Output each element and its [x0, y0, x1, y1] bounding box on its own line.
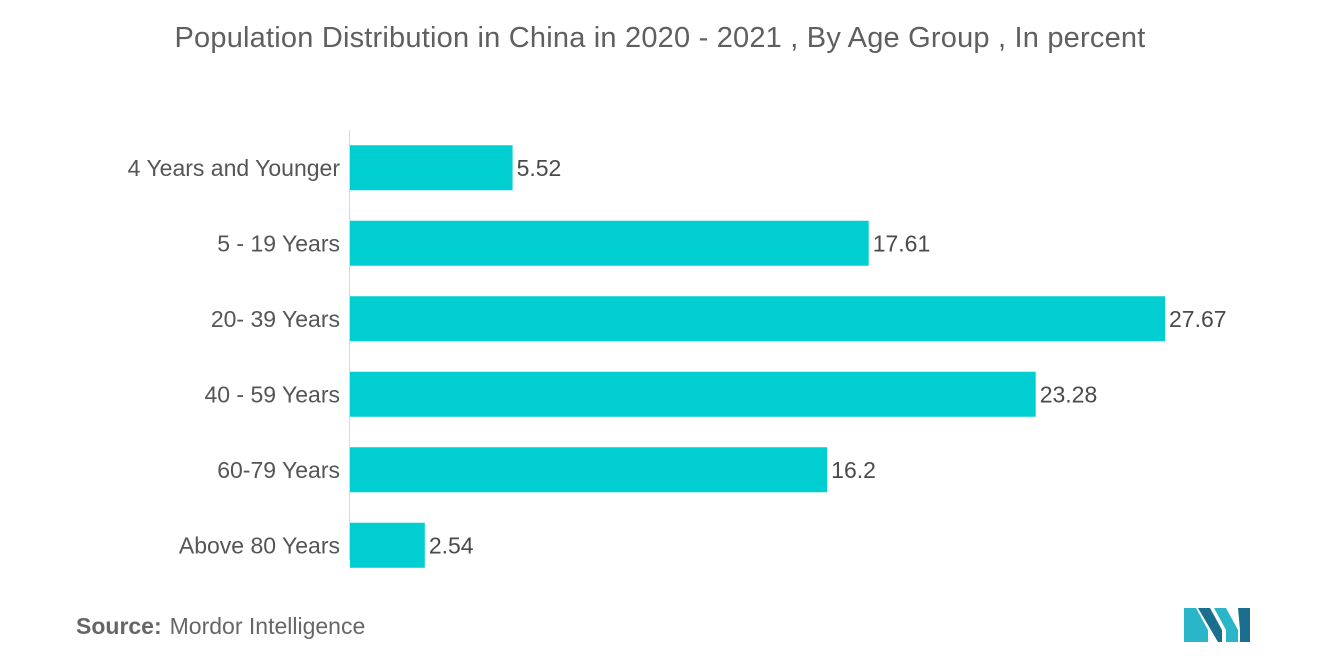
bar-2 — [350, 296, 1165, 342]
value-label: 16.2 — [831, 457, 876, 483]
bar-5 — [350, 522, 425, 568]
bar-3 — [350, 371, 1036, 417]
bars-layer: 4 Years and Younger 5.52 5 - 19 Years 17.61… — [128, 145, 1227, 568]
mordor-intelligence-logo — [1184, 608, 1250, 642]
bar-1 — [350, 220, 869, 266]
value-label: 2.54 — [429, 532, 474, 558]
category-label: 40 - 59 Years — [204, 381, 340, 407]
bar-4 — [350, 447, 828, 493]
source-label: Source: — [76, 613, 162, 639]
chart-title: Population Distribution in China in 2020… — [174, 22, 1146, 54]
value-label: 5.52 — [517, 155, 562, 181]
source-note: Source: Mordor Intelligence — [76, 613, 365, 640]
value-label: 27.67 — [1169, 306, 1227, 332]
bar-chart: 4 Years and Younger 5.52 5 - 19 Years 17.61… — [128, 130, 1227, 568]
bar-0 — [350, 145, 513, 191]
value-label: 17.61 — [873, 230, 931, 256]
source-text: Mordor Intelligence — [169, 613, 366, 639]
category-label: 60-79 Years — [217, 457, 340, 483]
category-label: 20- 39 Years — [211, 306, 340, 332]
value-label: 23.28 — [1040, 381, 1098, 407]
category-label: Above 80 Years — [179, 532, 340, 558]
category-label: 5 - 19 Years — [217, 230, 340, 256]
category-label: 4 Years and Younger — [128, 155, 341, 181]
